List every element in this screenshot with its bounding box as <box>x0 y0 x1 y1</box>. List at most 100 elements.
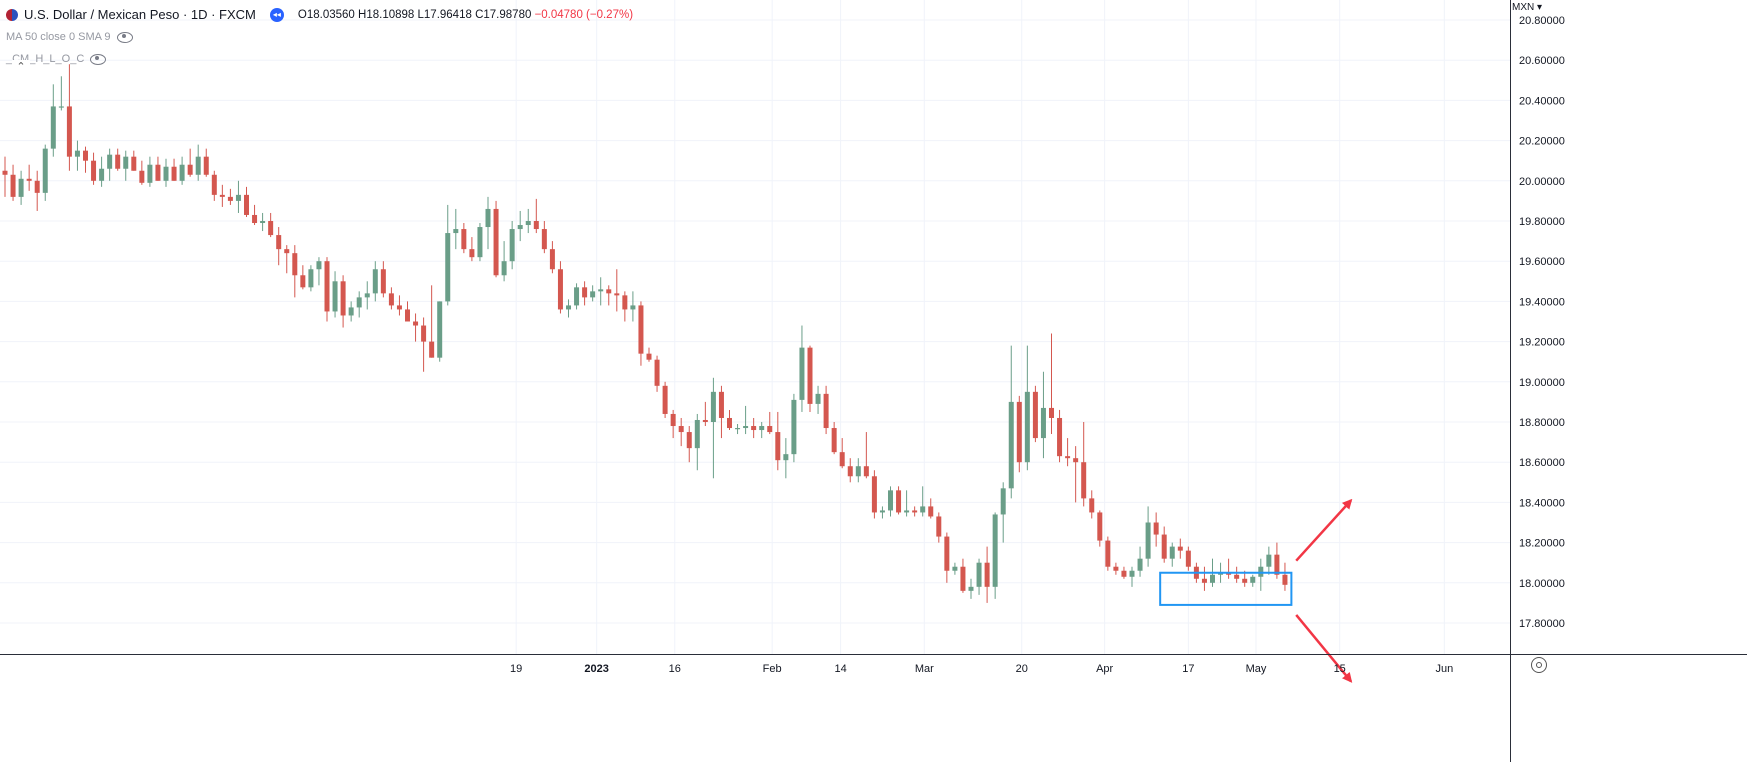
candle-body <box>823 393 829 429</box>
symbol-title[interactable]: U.S. Dollar / Mexican Peso · 1D · FXCM <box>24 7 256 22</box>
time-tick-label: Feb <box>763 663 782 675</box>
candle-body <box>1258 566 1264 577</box>
candle-body <box>115 154 121 169</box>
candle-body <box>968 586 974 591</box>
candle-body <box>396 305 402 310</box>
candle-body <box>461 229 467 250</box>
candle-body <box>187 164 193 175</box>
price-tick-label: 19.80000 <box>1519 216 1565 228</box>
candle-body <box>1121 570 1127 577</box>
candle-body <box>227 196 233 201</box>
close-value: 17.98780 <box>483 9 532 21</box>
candle-body <box>429 341 435 358</box>
open-label: O <box>297 9 307 21</box>
price-tick-label: 18.60000 <box>1519 457 1565 469</box>
candle-body <box>308 269 314 288</box>
candle-body <box>783 454 789 461</box>
candle-body <box>1137 558 1143 571</box>
candle-body <box>380 269 386 294</box>
candle-body <box>1065 456 1071 459</box>
candle-body <box>26 178 32 181</box>
candle-body <box>244 194 249 215</box>
candle-body <box>1234 574 1240 579</box>
time-tick-label: Jun <box>1435 663 1453 675</box>
price-tick-label: 18.80000 <box>1519 417 1565 429</box>
market-status-icon[interactable]: ◂◂ <box>269 8 284 22</box>
candle-body <box>211 174 217 195</box>
price-tick-label: 19.20000 <box>1519 337 1565 349</box>
price-tick-label: 18.40000 <box>1519 497 1565 509</box>
open-value: 18.03560 <box>306 9 355 21</box>
candle-body <box>654 359 660 386</box>
candle-body <box>1145 522 1151 559</box>
candle-body <box>727 417 732 429</box>
indicator-row-1: MA 50 close 0 SMA 9 <box>6 26 633 48</box>
candle-body <box>952 566 958 571</box>
candle-body <box>1242 578 1248 583</box>
candle-body <box>235 194 241 201</box>
candle-body <box>219 194 225 197</box>
candle-body <box>702 419 708 422</box>
indicator-row-2: _CM_H_L_O_C <box>6 48 633 70</box>
candle-body <box>574 287 580 306</box>
candle-body <box>1153 522 1159 535</box>
indicator-1-label[interactable]: MA 50 close 0 SMA 9 <box>6 31 111 43</box>
candle-body <box>920 506 926 513</box>
candle-body <box>66 106 72 157</box>
candle-body <box>1218 572 1224 575</box>
candle-body <box>1073 458 1079 463</box>
candle-body <box>1185 550 1191 567</box>
candle-body <box>896 490 902 513</box>
candle-body <box>775 432 781 461</box>
candle-body <box>1250 576 1256 583</box>
candle-body <box>1169 546 1175 559</box>
candle-body <box>831 428 837 453</box>
candle-body <box>268 221 274 236</box>
settings-icon[interactable] <box>1531 657 1547 673</box>
candle-body <box>2 170 8 175</box>
candle-body <box>662 385 668 414</box>
candle-body <box>292 253 298 276</box>
price-tick-label: 17.80000 <box>1519 618 1565 630</box>
candle-body <box>58 106 64 108</box>
candle-body <box>944 536 950 571</box>
currency-label: MXN <box>1512 2 1535 13</box>
currency-dropdown[interactable]: MXN ▾ <box>1512 2 1543 13</box>
candle-body <box>1201 578 1207 583</box>
candle-body <box>992 514 998 587</box>
candle-body <box>179 164 185 181</box>
low-label: L <box>417 9 424 21</box>
candle-body <box>284 249 290 254</box>
candle-layer <box>2 64 1288 603</box>
candle-body <box>912 510 918 513</box>
flag-icon <box>6 9 18 21</box>
collapse-icon[interactable]: ⌃ <box>12 60 30 74</box>
time-tick-label: May <box>1246 663 1267 675</box>
candle-body <box>364 293 370 298</box>
candle-body <box>340 281 346 316</box>
candle-body <box>131 156 137 171</box>
candle-body <box>807 347 813 404</box>
eye-icon[interactable] <box>90 53 107 65</box>
candle-body <box>163 166 169 181</box>
candle-body <box>984 562 990 587</box>
candle-body <box>541 229 547 250</box>
time-tick-label: 15 <box>1334 663 1346 675</box>
eye-icon[interactable] <box>116 31 133 43</box>
candle-body <box>453 229 459 234</box>
candle-body <box>300 275 306 288</box>
candle-body <box>388 293 394 306</box>
price-tick-label: 20.80000 <box>1519 15 1565 27</box>
candle-body <box>517 225 523 230</box>
candle-body <box>1000 488 1006 515</box>
candle-body <box>1129 570 1135 577</box>
candle-body <box>324 261 330 312</box>
candle-body <box>614 293 620 296</box>
overlay-layer <box>1159 498 1353 683</box>
candle-body <box>1177 546 1183 551</box>
candle-body <box>493 208 499 276</box>
candle-body <box>509 229 515 262</box>
candle-body <box>405 309 410 322</box>
candle-body <box>767 426 773 433</box>
